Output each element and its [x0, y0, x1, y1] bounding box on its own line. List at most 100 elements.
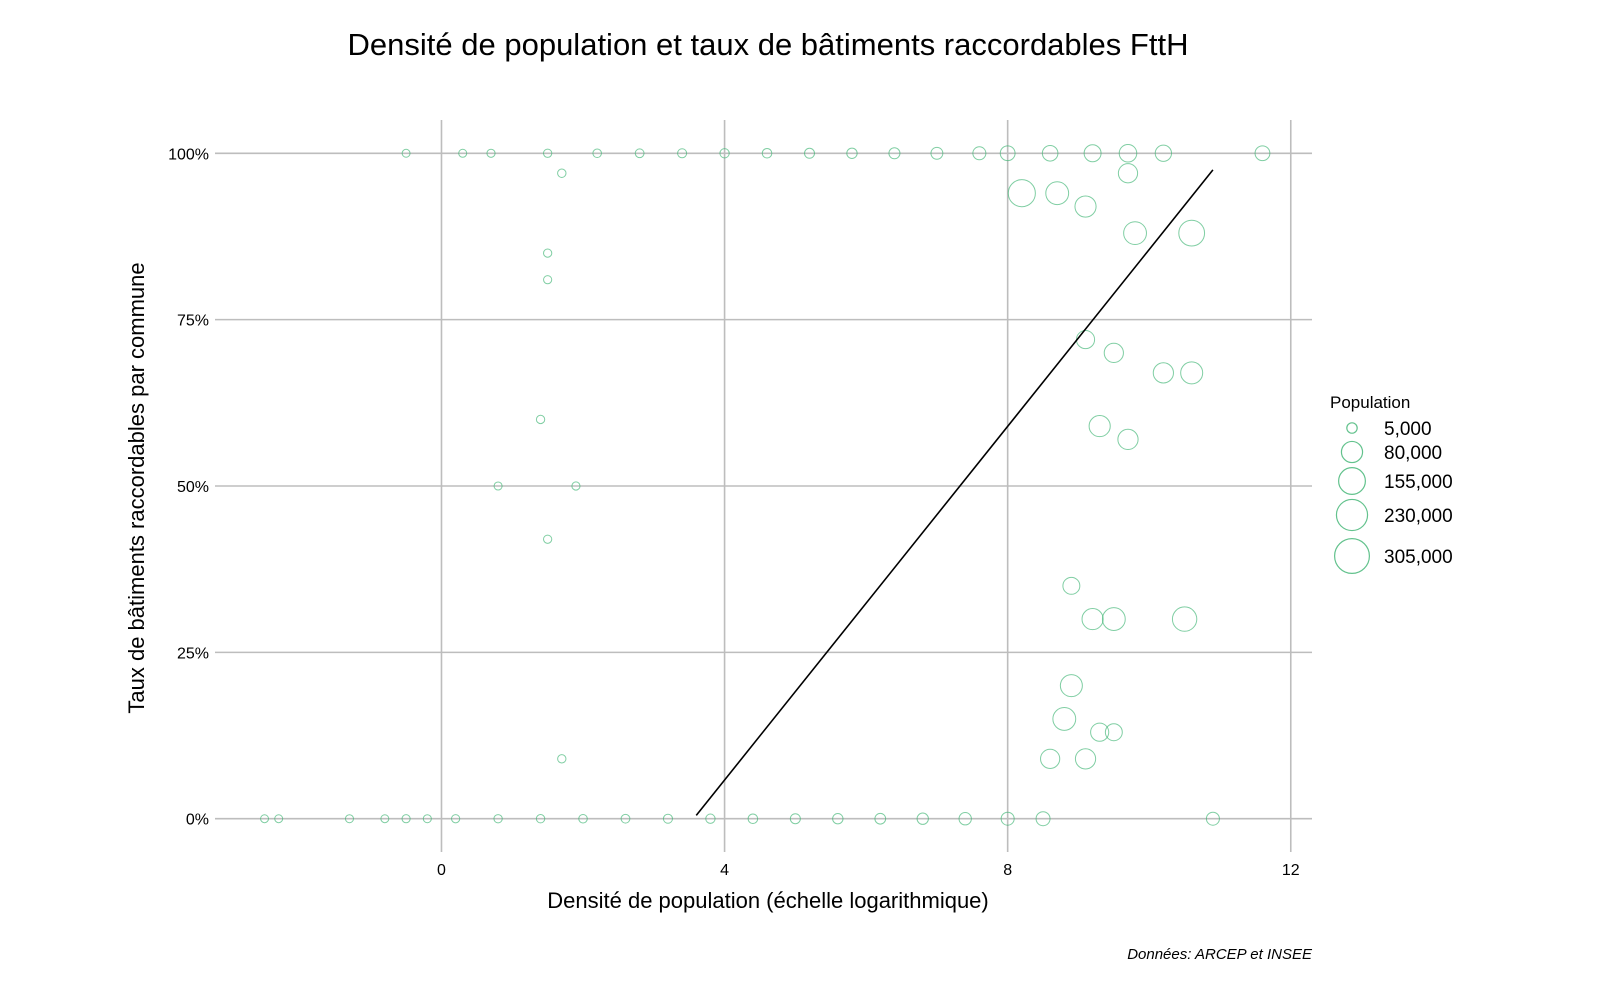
data-point	[789, 813, 801, 825]
data-point	[1101, 607, 1126, 632]
data-point	[1254, 145, 1271, 162]
legend-label: 80,000	[1384, 443, 1442, 464]
data-point	[719, 148, 730, 159]
data-point	[543, 248, 553, 258]
data-point	[1083, 144, 1102, 163]
data-point	[1059, 674, 1083, 698]
data-point	[1000, 811, 1015, 826]
data-point	[958, 812, 972, 826]
data-point	[1118, 143, 1138, 163]
x-tick-label: 8	[1003, 862, 1012, 879]
data-point	[542, 148, 553, 158]
data-point	[493, 814, 503, 824]
data-point	[1007, 179, 1036, 208]
data-point	[1074, 748, 1097, 770]
data-point	[1081, 608, 1104, 631]
chart-title: Densité de population et taux de bâtimen…	[348, 27, 1189, 62]
x-tick-label: 0	[437, 862, 446, 879]
y-tick-label: 0%	[186, 812, 209, 829]
data-point	[1154, 144, 1173, 162]
data-point	[543, 534, 553, 544]
data-point	[557, 754, 567, 764]
data-point	[1041, 144, 1059, 162]
legend-label: 305,000	[1384, 547, 1453, 568]
data-point	[380, 814, 390, 824]
legend-key	[1335, 498, 1369, 532]
legend-title: Population	[1330, 393, 1410, 412]
data-point	[1180, 361, 1204, 385]
y-axis-title: Taux de bâtiments raccordables par commu…	[124, 262, 149, 713]
data-point	[592, 148, 602, 159]
data-point	[1045, 181, 1070, 206]
data-point	[1205, 811, 1220, 826]
data-point	[747, 813, 759, 825]
data-point	[1103, 342, 1124, 364]
x-axis-title: Densité de population (échelle logarithm…	[547, 888, 989, 913]
trend-line	[695, 169, 1214, 816]
data-point	[930, 146, 944, 160]
legend-key	[1346, 422, 1358, 434]
legend-label: 230,000	[1384, 506, 1453, 527]
legend-label: 155,000	[1384, 472, 1453, 493]
data-point	[1117, 163, 1139, 184]
data-point	[1171, 606, 1198, 632]
data-point	[535, 414, 546, 425]
data-point	[662, 813, 673, 824]
data-point	[1075, 330, 1096, 350]
x-tick-label: 12	[1282, 862, 1300, 879]
legend-key	[1338, 467, 1366, 495]
data-points	[260, 143, 1271, 827]
data-point	[761, 147, 773, 159]
data-point	[1088, 415, 1111, 438]
data-point	[543, 275, 553, 285]
data-point	[846, 147, 858, 159]
x-axis-ticks: 0 4 8 12	[437, 862, 1300, 879]
data-point	[1090, 722, 1110, 742]
y-tick-label: 100%	[168, 146, 209, 163]
grid	[215, 120, 1312, 852]
data-point	[999, 145, 1016, 162]
data-point	[422, 814, 432, 824]
x-tick-label: 4	[720, 862, 729, 879]
data-point	[1178, 219, 1206, 247]
legend-key	[1333, 537, 1370, 574]
data-point	[486, 148, 496, 158]
data-point	[1040, 748, 1061, 769]
data-point	[451, 814, 461, 824]
data-point	[803, 147, 816, 159]
data-point	[260, 814, 270, 824]
legend: Population 5,000 80,000 155,000 230,000 305,…	[1330, 393, 1453, 574]
data-point	[1062, 576, 1081, 595]
data-point	[401, 148, 411, 158]
data-point	[1052, 706, 1077, 731]
data-point	[888, 147, 901, 160]
data-point	[1117, 428, 1139, 451]
y-tick-label: 50%	[177, 479, 209, 496]
data-point	[1074, 195, 1097, 218]
data-point	[571, 481, 581, 491]
caption: Données: ARCEP et INSEE	[1127, 946, 1313, 963]
data-point	[916, 812, 929, 825]
y-tick-label: 75%	[177, 313, 209, 330]
y-axis-ticks: 0% 25% 50% 75% 100%	[168, 146, 209, 828]
data-point	[578, 813, 588, 824]
data-point	[634, 148, 645, 159]
data-point	[874, 812, 887, 825]
legend-key	[1340, 440, 1364, 464]
data-point	[832, 813, 844, 825]
data-point	[972, 146, 987, 161]
data-point	[1152, 362, 1174, 384]
data-point	[401, 814, 411, 824]
y-tick-label: 25%	[177, 645, 209, 662]
data-point	[557, 168, 567, 178]
data-point	[705, 813, 716, 824]
data-point	[458, 148, 468, 158]
data-point	[1104, 723, 1123, 742]
data-point	[344, 814, 354, 824]
data-point	[1123, 221, 1147, 246]
data-point	[1035, 811, 1051, 827]
legend-label: 5,000	[1384, 419, 1432, 440]
data-point	[620, 813, 631, 824]
data-point	[493, 481, 503, 491]
